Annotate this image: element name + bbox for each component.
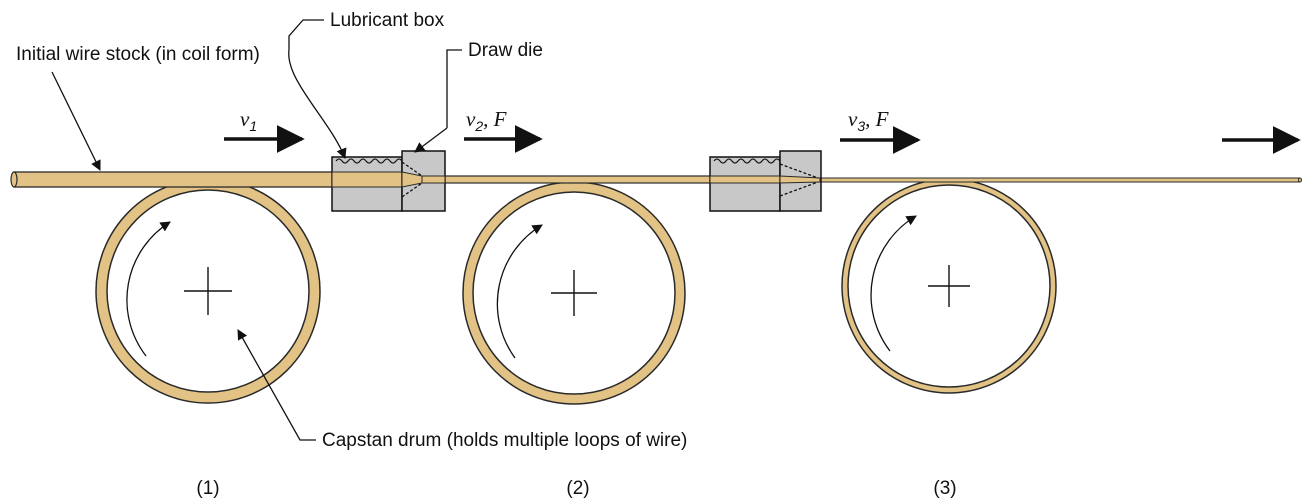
rotation-arrow-1 xyxy=(126,221,171,357)
capstan-drum-2 xyxy=(462,181,686,405)
label-v1: v1 xyxy=(240,107,257,134)
leader-capstan xyxy=(237,329,316,441)
lubricant-box-2 xyxy=(709,156,781,212)
leader-lubricant-top xyxy=(288,19,324,50)
leader-die-top xyxy=(446,49,462,128)
station-label-3: (3) xyxy=(933,478,956,499)
label-v3-f: v3, F xyxy=(848,107,889,134)
leader-die xyxy=(414,127,448,153)
label-lubricant-box: Lubricant box xyxy=(330,10,445,31)
leader-lubricant xyxy=(288,49,347,159)
draw-die-1 xyxy=(401,150,446,212)
station-label-2: (2) xyxy=(566,478,589,499)
station-label-1: (1) xyxy=(196,478,219,499)
wire-stock xyxy=(10,171,1302,188)
capstan-drum-1 xyxy=(95,178,321,404)
label-draw-die: Draw die xyxy=(468,40,543,61)
leader-initial-wire xyxy=(51,71,101,171)
label-initial-wire: Initial wire stock (in coil form) xyxy=(16,44,260,65)
label-v2-f: v2, F xyxy=(466,107,507,134)
rotation-arrow-2 xyxy=(496,224,543,359)
lubricant-box-1 xyxy=(331,156,403,212)
rotation-arrow-3 xyxy=(870,215,917,352)
draw-die-2 xyxy=(779,150,822,212)
label-capstan-drum: Capstan drum (holds multiple loops of wi… xyxy=(322,430,687,451)
capstan-drum-3 xyxy=(841,178,1057,394)
